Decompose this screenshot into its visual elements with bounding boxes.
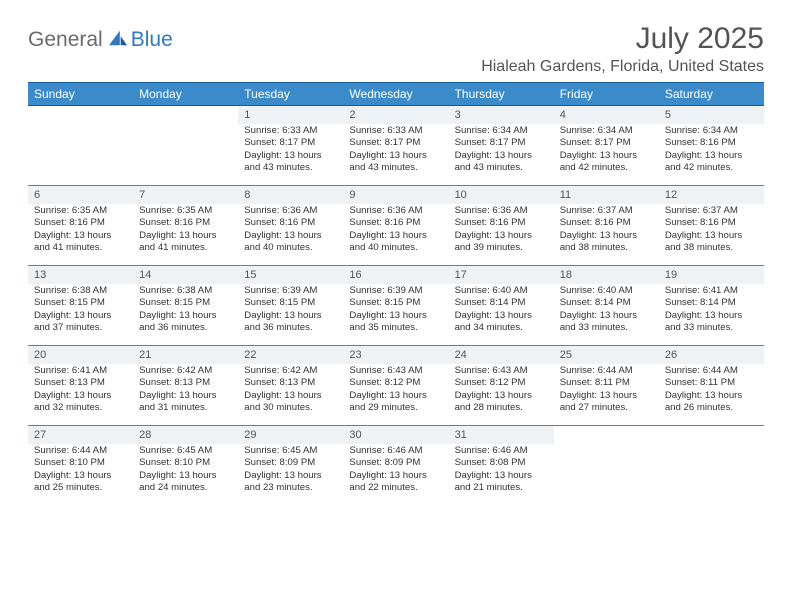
day-header: Monday — [133, 83, 238, 106]
day-number-cell: 9 — [343, 186, 448, 204]
day-content-cell: Sunrise: 6:36 AMSunset: 8:16 PMDaylight:… — [343, 204, 448, 266]
day-content-cell: Sunrise: 6:40 AMSunset: 8:14 PMDaylight:… — [554, 284, 659, 346]
month-title: July 2025 — [481, 22, 764, 56]
day-number-cell: 18 — [554, 266, 659, 284]
day-content-cell: Sunrise: 6:46 AMSunset: 8:08 PMDaylight:… — [449, 444, 554, 506]
day-content-cell — [28, 124, 133, 186]
day-number-cell: 21 — [133, 346, 238, 364]
logo-text-blue: Blue — [131, 28, 173, 52]
logo-text-general: General — [28, 28, 103, 52]
day-number-row: 6789101112 — [28, 186, 764, 204]
day-number-row: 13141516171819 — [28, 266, 764, 284]
day-number-cell: 1 — [238, 106, 343, 124]
day-number-cell: 20 — [28, 346, 133, 364]
day-number-cell: 30 — [343, 426, 448, 444]
day-number-cell: 31 — [449, 426, 554, 444]
day-number-cell: 22 — [238, 346, 343, 364]
day-content-cell: Sunrise: 6:34 AMSunset: 8:17 PMDaylight:… — [554, 124, 659, 186]
day-number-cell: 10 — [449, 186, 554, 204]
day-content-cell: Sunrise: 6:43 AMSunset: 8:12 PMDaylight:… — [343, 364, 448, 426]
day-number-cell: 6 — [28, 186, 133, 204]
day-content-cell: Sunrise: 6:38 AMSunset: 8:15 PMDaylight:… — [28, 284, 133, 346]
day-content-cell: Sunrise: 6:41 AMSunset: 8:14 PMDaylight:… — [659, 284, 764, 346]
day-number-cell: 26 — [659, 346, 764, 364]
day-content-cell: Sunrise: 6:35 AMSunset: 8:16 PMDaylight:… — [133, 204, 238, 266]
calendar-body: 12345 Sunrise: 6:33 AMSunset: 8:17 PMDay… — [28, 106, 764, 506]
day-content-row: Sunrise: 6:38 AMSunset: 8:15 PMDaylight:… — [28, 284, 764, 346]
day-content-cell: Sunrise: 6:42 AMSunset: 8:13 PMDaylight:… — [133, 364, 238, 426]
day-content-cell — [133, 124, 238, 186]
day-number-cell: 27 — [28, 426, 133, 444]
sail-icon — [107, 29, 129, 47]
day-content-cell: Sunrise: 6:39 AMSunset: 8:15 PMDaylight:… — [238, 284, 343, 346]
day-number-row: 20212223242526 — [28, 346, 764, 364]
day-content-cell: Sunrise: 6:41 AMSunset: 8:13 PMDaylight:… — [28, 364, 133, 426]
day-content-cell: Sunrise: 6:38 AMSunset: 8:15 PMDaylight:… — [133, 284, 238, 346]
day-number-cell: 2 — [343, 106, 448, 124]
day-content-cell: Sunrise: 6:37 AMSunset: 8:16 PMDaylight:… — [659, 204, 764, 266]
day-content-cell: Sunrise: 6:44 AMSunset: 8:10 PMDaylight:… — [28, 444, 133, 506]
day-content-cell: Sunrise: 6:44 AMSunset: 8:11 PMDaylight:… — [554, 364, 659, 426]
day-content-cell: Sunrise: 6:44 AMSunset: 8:11 PMDaylight:… — [659, 364, 764, 426]
day-content-row: Sunrise: 6:33 AMSunset: 8:17 PMDaylight:… — [28, 124, 764, 186]
calendar-table: SundayMondayTuesdayWednesdayThursdayFrid… — [28, 82, 764, 506]
day-content-row: Sunrise: 6:44 AMSunset: 8:10 PMDaylight:… — [28, 444, 764, 506]
day-content-cell: Sunrise: 6:43 AMSunset: 8:12 PMDaylight:… — [449, 364, 554, 426]
day-number-cell: 12 — [659, 186, 764, 204]
day-content-cell: Sunrise: 6:35 AMSunset: 8:16 PMDaylight:… — [28, 204, 133, 266]
day-content-cell: Sunrise: 6:36 AMSunset: 8:16 PMDaylight:… — [449, 204, 554, 266]
page-header: General Blue July 2025 Hialeah Gardens, … — [28, 22, 764, 76]
logo: General Blue — [28, 22, 173, 52]
day-number-cell — [554, 426, 659, 444]
day-number-cell: 19 — [659, 266, 764, 284]
day-header: Wednesday — [343, 83, 448, 106]
day-number-cell: 16 — [343, 266, 448, 284]
day-number-cell: 14 — [133, 266, 238, 284]
day-content-row: Sunrise: 6:35 AMSunset: 8:16 PMDaylight:… — [28, 204, 764, 266]
day-content-cell — [554, 444, 659, 506]
location-text: Hialeah Gardens, Florida, United States — [481, 58, 764, 76]
day-content-cell: Sunrise: 6:42 AMSunset: 8:13 PMDaylight:… — [238, 364, 343, 426]
day-number-cell: 15 — [238, 266, 343, 284]
day-content-cell: Sunrise: 6:36 AMSunset: 8:16 PMDaylight:… — [238, 204, 343, 266]
day-header: Sunday — [28, 83, 133, 106]
day-number-cell — [659, 426, 764, 444]
day-number-row: 2728293031 — [28, 426, 764, 444]
day-content-cell: Sunrise: 6:39 AMSunset: 8:15 PMDaylight:… — [343, 284, 448, 346]
day-content-cell — [659, 444, 764, 506]
day-number-cell — [133, 106, 238, 124]
day-number-cell: 11 — [554, 186, 659, 204]
title-block: July 2025 Hialeah Gardens, Florida, Unit… — [481, 22, 764, 76]
day-header-row: SundayMondayTuesdayWednesdayThursdayFrid… — [28, 83, 764, 106]
day-number-cell: 3 — [449, 106, 554, 124]
day-number-cell: 29 — [238, 426, 343, 444]
day-content-cell: Sunrise: 6:37 AMSunset: 8:16 PMDaylight:… — [554, 204, 659, 266]
day-number-cell: 25 — [554, 346, 659, 364]
day-content-cell: Sunrise: 6:34 AMSunset: 8:16 PMDaylight:… — [659, 124, 764, 186]
day-header: Saturday — [659, 83, 764, 106]
day-number-cell: 5 — [659, 106, 764, 124]
day-content-cell: Sunrise: 6:45 AMSunset: 8:09 PMDaylight:… — [238, 444, 343, 506]
day-number-cell: 8 — [238, 186, 343, 204]
day-number-cell: 23 — [343, 346, 448, 364]
day-content-cell: Sunrise: 6:33 AMSunset: 8:17 PMDaylight:… — [238, 124, 343, 186]
day-header: Friday — [554, 83, 659, 106]
day-number-cell: 17 — [449, 266, 554, 284]
day-content-row: Sunrise: 6:41 AMSunset: 8:13 PMDaylight:… — [28, 364, 764, 426]
day-header: Tuesday — [238, 83, 343, 106]
day-content-cell: Sunrise: 6:40 AMSunset: 8:14 PMDaylight:… — [449, 284, 554, 346]
day-number-cell: 7 — [133, 186, 238, 204]
day-number-cell: 28 — [133, 426, 238, 444]
day-content-cell: Sunrise: 6:33 AMSunset: 8:17 PMDaylight:… — [343, 124, 448, 186]
day-content-cell: Sunrise: 6:45 AMSunset: 8:10 PMDaylight:… — [133, 444, 238, 506]
day-content-cell: Sunrise: 6:46 AMSunset: 8:09 PMDaylight:… — [343, 444, 448, 506]
day-header: Thursday — [449, 83, 554, 106]
day-number-row: 12345 — [28, 106, 764, 124]
day-number-cell: 13 — [28, 266, 133, 284]
day-content-cell: Sunrise: 6:34 AMSunset: 8:17 PMDaylight:… — [449, 124, 554, 186]
day-number-cell — [28, 106, 133, 124]
day-number-cell: 4 — [554, 106, 659, 124]
day-number-cell: 24 — [449, 346, 554, 364]
